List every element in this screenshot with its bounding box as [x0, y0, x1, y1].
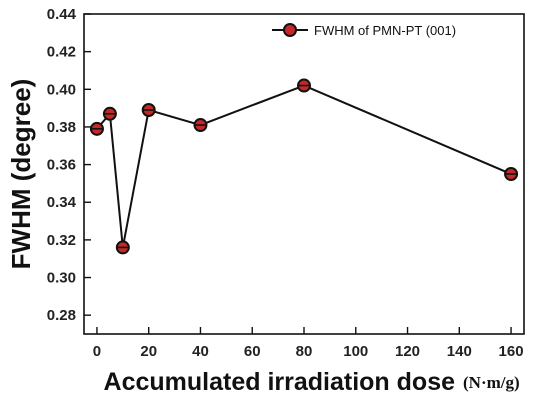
x-tick-label: 140 — [447, 343, 472, 360]
x-axis-unit: (N·m/g) — [463, 373, 520, 392]
plot-frame — [83, 13, 525, 335]
y-tick-label: 0.28 — [47, 307, 76, 324]
x-tick-label: 120 — [395, 343, 420, 360]
x-tick-label: 20 — [140, 343, 157, 360]
series-layer — [89, 78, 519, 255]
legend-label: FWHM of PMN-PT (001) — [314, 23, 456, 38]
x-tick-label: 80 — [296, 343, 313, 360]
series-line — [96, 84, 512, 248]
x-tick-label: 40 — [192, 343, 209, 360]
legend-marker — [283, 23, 297, 37]
x-tick-label: 0 — [93, 343, 101, 360]
y-tick-label: 0.38 — [47, 119, 76, 136]
y-tick-label: 0.40 — [47, 81, 76, 98]
x-axis-title: Accumulated irradiation dose — [104, 368, 456, 396]
y-tick-label: 0.44 — [47, 6, 77, 23]
legend: FWHM of PMN-PT (001) — [272, 23, 456, 38]
y-tick-label: 0.42 — [47, 44, 76, 61]
x-tick-label: 160 — [499, 343, 524, 360]
y-axis-title: FWHM (degree) — [6, 79, 36, 270]
y-tick-label: 0.36 — [47, 157, 76, 174]
x-tick-label: 100 — [343, 343, 368, 360]
y-tick-label: 0.32 — [47, 232, 76, 249]
y-tick-label: 0.34 — [47, 194, 77, 211]
x-axis: 0 20 40 60 80 100 120 140 160 — [93, 327, 524, 360]
y-tick-label: 0.30 — [47, 270, 76, 287]
y-axis: 0.28 0.30 0.32 0.34 0.36 0.38 0.40 0.42 0.44 — [47, 6, 91, 324]
x-tick-label: 60 — [244, 343, 261, 360]
